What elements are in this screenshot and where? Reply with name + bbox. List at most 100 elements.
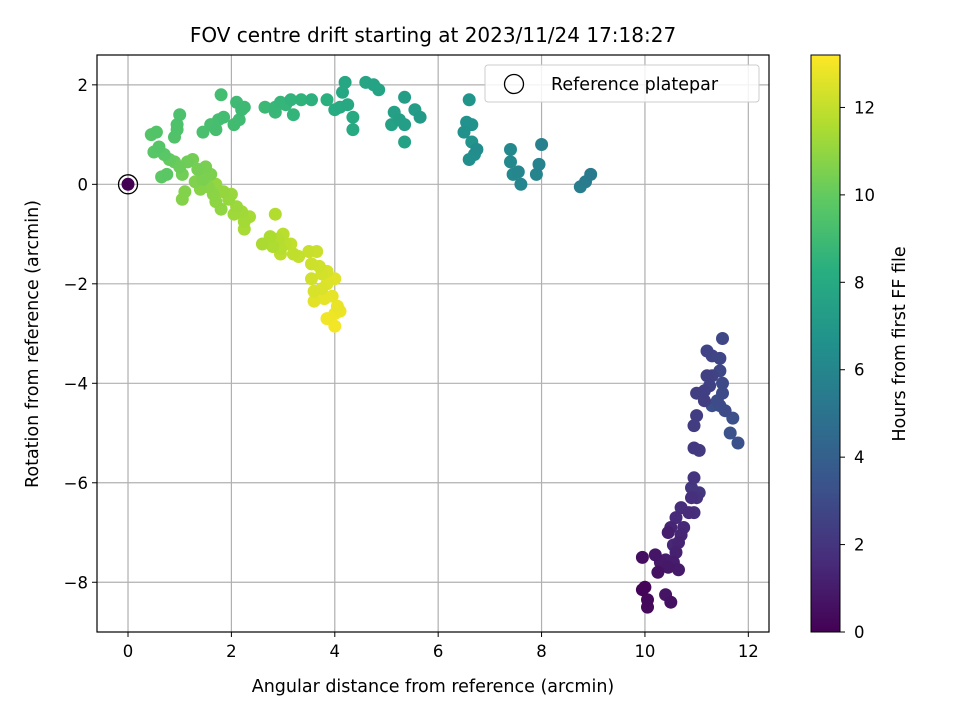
- data-point: [286, 247, 300, 261]
- data-point: [372, 83, 386, 97]
- data-point: [307, 294, 321, 308]
- x-tick-label: 6: [433, 642, 444, 661]
- y-axis-ticks: −8 −6 −4 −2 0 2: [64, 76, 97, 592]
- data-point: [635, 550, 649, 564]
- data-point: [690, 409, 704, 423]
- colorbar-tick-label: 6: [854, 361, 865, 380]
- data-point: [457, 125, 471, 139]
- data-point: [237, 100, 251, 114]
- data-point: [191, 162, 205, 176]
- data-point: [685, 491, 698, 505]
- data-point: [664, 595, 678, 609]
- data-point: [320, 93, 334, 107]
- data-point: [648, 548, 662, 562]
- legend-label: Reference platepar: [551, 75, 719, 95]
- data-point: [284, 93, 298, 107]
- data-point: [330, 299, 344, 313]
- data-point: [716, 376, 729, 390]
- data-point: [687, 471, 701, 485]
- data-point: [258, 100, 272, 114]
- x-tick-label: 8: [536, 642, 547, 661]
- colorbar-tick-label: 2: [854, 536, 865, 555]
- data-point: [669, 511, 683, 525]
- colorbar-tick-label: 10: [854, 186, 875, 205]
- x-tick-label: 0: [123, 642, 134, 661]
- colorbar-tick-label: 12: [854, 98, 875, 117]
- data-point: [651, 565, 665, 579]
- data-point: [504, 143, 517, 156]
- data-point: [535, 138, 549, 151]
- data-point: [268, 207, 282, 221]
- data-point: [346, 123, 360, 137]
- colorbar: [810, 54, 841, 633]
- chart-title: FOV centre drift starting at 2023/11/24 …: [190, 23, 676, 47]
- legend-box: [484, 64, 760, 103]
- data-point: [338, 75, 352, 89]
- data-point: [286, 108, 300, 122]
- y-tick-label: −2: [64, 275, 88, 294]
- data-point: [398, 118, 412, 132]
- data-point: [672, 563, 685, 577]
- data-point: [160, 167, 174, 181]
- colorbar-ticks: 0 2 4 6 8 10 12: [840, 98, 875, 642]
- data-point: [700, 369, 714, 383]
- data-point: [305, 93, 318, 107]
- data-point: [685, 481, 698, 495]
- data-point: [152, 140, 166, 154]
- data-point: [669, 545, 683, 559]
- x-axis-ticks: 0 2 4 6 8 10 12: [123, 632, 759, 661]
- data-point: [716, 332, 729, 345]
- x-tick-label: 2: [226, 642, 237, 661]
- data-point: [346, 110, 360, 124]
- data-point: [700, 344, 714, 358]
- data-point: [294, 93, 308, 107]
- data-point: [302, 245, 316, 258]
- colorbar-tick-label: 4: [854, 448, 865, 467]
- data-point: [173, 108, 187, 122]
- data-point: [731, 436, 745, 450]
- y-tick-label: −6: [64, 474, 88, 493]
- legend-marker-icon: [503, 73, 525, 95]
- data-point: [718, 404, 732, 418]
- legend: Reference platepar: [484, 64, 760, 103]
- data-point: [341, 98, 355, 112]
- data-point: [121, 177, 135, 191]
- data-point: [511, 165, 525, 179]
- data-point: [214, 88, 228, 102]
- data-point: [178, 185, 192, 199]
- data-point: [687, 441, 701, 455]
- data-point: [661, 526, 675, 539]
- x-axis-label: Angular distance from reference (arcmin): [252, 677, 615, 697]
- y-axis-label: Rotation from reference (arcmin): [23, 200, 43, 488]
- data-point: [460, 115, 474, 129]
- data-point: [398, 135, 412, 149]
- data-point: [196, 172, 210, 186]
- data-point: [697, 394, 711, 408]
- plot-frame: [96, 54, 770, 633]
- data-point: [462, 93, 476, 107]
- data-point: [529, 167, 543, 181]
- data-point: [237, 215, 251, 229]
- data-point: [716, 386, 729, 400]
- data-point: [170, 118, 184, 132]
- y-tick-label: −4: [64, 374, 88, 393]
- y-tick-label: −8: [64, 573, 88, 592]
- data-point: [672, 536, 685, 549]
- data-point: [232, 113, 246, 127]
- data-point: [266, 240, 280, 253]
- colorbar-label: Hours from first FF file: [890, 246, 910, 441]
- data-point: [584, 167, 598, 181]
- data-point: [682, 506, 696, 520]
- data-point: [307, 284, 321, 298]
- data-point: [305, 272, 318, 286]
- data-point: [470, 143, 484, 156]
- data-point: [413, 110, 427, 124]
- data-point: [305, 257, 318, 271]
- data-point: [723, 426, 737, 440]
- data-point: [687, 419, 701, 433]
- data-point: [149, 125, 163, 139]
- data-point: [514, 177, 528, 191]
- data-point: [217, 110, 231, 124]
- data-point: [255, 237, 269, 251]
- y-tick-label: 0: [78, 175, 89, 194]
